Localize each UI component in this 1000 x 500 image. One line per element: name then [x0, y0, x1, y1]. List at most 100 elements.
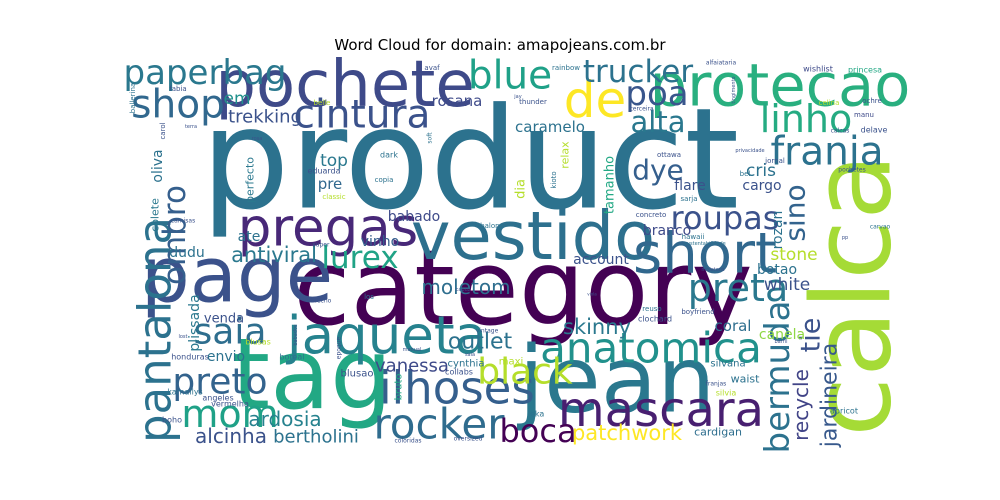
- word-angeles: angeles: [202, 394, 233, 403]
- word-protecao: protecao: [650, 51, 911, 120]
- word-recycle: recycle: [789, 369, 813, 441]
- word-colete: colete: [149, 198, 162, 232]
- word-pregas: pregas: [238, 198, 419, 259]
- word-rosana: rosana: [432, 92, 483, 110]
- word-mascara: mascara: [558, 382, 764, 438]
- word-viola: viola: [587, 292, 597, 297]
- word-epoque: epoque: [336, 336, 343, 359]
- word-linho: linho: [760, 97, 853, 141]
- word-stone: stone: [770, 245, 817, 265]
- word-em: em: [223, 89, 250, 109]
- word-manu: manu: [854, 111, 874, 119]
- word-babado: babado: [388, 209, 440, 225]
- word-rocker: rocker: [373, 400, 505, 449]
- word-rainbow: rainbow: [552, 64, 580, 72]
- word-rosa: rosa: [252, 136, 263, 142]
- word-tamanho: tamanho: [603, 156, 618, 214]
- word-relax: relax: [559, 141, 572, 169]
- word-category: category: [293, 227, 753, 349]
- word-lurex: lurex: [321, 240, 398, 276]
- word-envio: envio: [207, 349, 245, 365]
- word-anatomica: anatomica: [540, 324, 762, 373]
- word-brecho: brecho: [311, 298, 332, 305]
- word-blusas: blusas: [245, 338, 271, 347]
- word-trucker: trucker: [583, 54, 694, 90]
- word-pre: pre: [318, 175, 343, 193]
- word-page: page: [141, 232, 333, 321]
- word-venda: venda: [204, 312, 244, 327]
- word-rozan: rozan: [770, 211, 786, 250]
- word-tie: tie: [796, 318, 827, 353]
- word-boho: boho: [162, 416, 182, 425]
- word-sala: sala: [465, 352, 475, 358]
- word-sarja: sarja: [680, 195, 697, 203]
- word-boca: boca: [499, 412, 576, 450]
- word-sino: sino: [779, 184, 812, 241]
- word-flare: flare: [674, 178, 705, 194]
- word-canela: canela: [759, 327, 805, 343]
- word-ballerina: ballerina: [129, 83, 137, 113]
- word-coral: coral: [715, 317, 752, 335]
- word-branco: branco: [643, 223, 691, 239]
- word-bruto: bruto: [394, 374, 405, 401]
- word-capuz: capuz: [456, 287, 471, 293]
- word-bermuda: bermuda: [758, 301, 798, 454]
- word-oversized: oversized: [454, 436, 483, 443]
- word-leka: leka: [528, 410, 545, 419]
- word-delave: delave: [861, 126, 888, 135]
- word-vermelha: vermelha: [211, 400, 249, 409]
- word-camisas: camisas: [171, 218, 195, 225]
- word-vestido: vestido: [411, 197, 655, 275]
- word-avaf: avaf: [424, 64, 440, 72]
- word-paperbag: paperbag: [124, 53, 287, 93]
- word-vintage: vintage: [476, 328, 499, 335]
- word-tingimento: tingimento: [731, 76, 737, 103]
- word-kamallys: kamallys: [167, 388, 202, 397]
- word-cargo: cargo: [742, 178, 781, 194]
- word-carvao: carvao: [870, 224, 891, 231]
- word-collabs: collabs: [445, 368, 473, 377]
- word-bertholini: bertholini: [273, 427, 359, 448]
- word-perfecto: perfecto: [244, 157, 257, 203]
- word-vanessa: vanessa: [375, 356, 449, 377]
- word-mom: mom: [181, 392, 278, 436]
- word-dark: dark: [380, 151, 398, 160]
- word-los: los: [364, 293, 374, 301]
- word-ate: ate: [238, 229, 261, 245]
- word-maxi: maxi: [499, 357, 524, 368]
- word-privacidade: privacidade: [735, 148, 764, 154]
- word-bel: bel: [740, 170, 751, 178]
- word-top: top: [320, 151, 348, 171]
- word-ombro: ombro: [157, 185, 193, 285]
- word-black: black: [477, 352, 573, 393]
- word-white: white: [764, 275, 811, 295]
- word-coloridas: coloridas: [394, 438, 421, 445]
- word-dye: dye: [632, 154, 684, 187]
- word-alfaiataria: alfaiataria: [706, 60, 737, 67]
- word-preto: preto: [172, 362, 267, 403]
- word-boyfriend: boyfriend: [681, 308, 714, 316]
- word-kioto: kioto: [550, 171, 558, 188]
- word-pp: pp: [842, 235, 848, 241]
- word-super: super: [313, 242, 330, 249]
- word-antiviral: antiviral: [231, 243, 317, 267]
- word-thunder: thunder: [519, 98, 547, 106]
- word-alcinha: alcinha: [195, 424, 267, 448]
- word-dia: dia: [514, 179, 529, 199]
- word-ottawa: ottawa: [657, 151, 681, 159]
- word-cintura: cintura: [294, 93, 431, 138]
- word-copia: copia: [375, 176, 394, 184]
- word-alta: alta: [631, 105, 686, 139]
- word-saia: saia: [194, 312, 267, 353]
- word-carol: carol: [159, 122, 167, 139]
- word-cardigan: cardigan: [694, 426, 742, 439]
- word-jardineira: jardineira: [818, 343, 843, 448]
- word-dudu: dudu: [169, 245, 205, 261]
- word-outlet: outlet: [448, 330, 513, 355]
- word-jean: jean: [517, 327, 716, 434]
- word-waist: waist: [731, 373, 761, 386]
- word-balone: balone: [480, 222, 504, 230]
- chart-title: Word Cloud for domain: amapojeans.com.br: [334, 36, 666, 54]
